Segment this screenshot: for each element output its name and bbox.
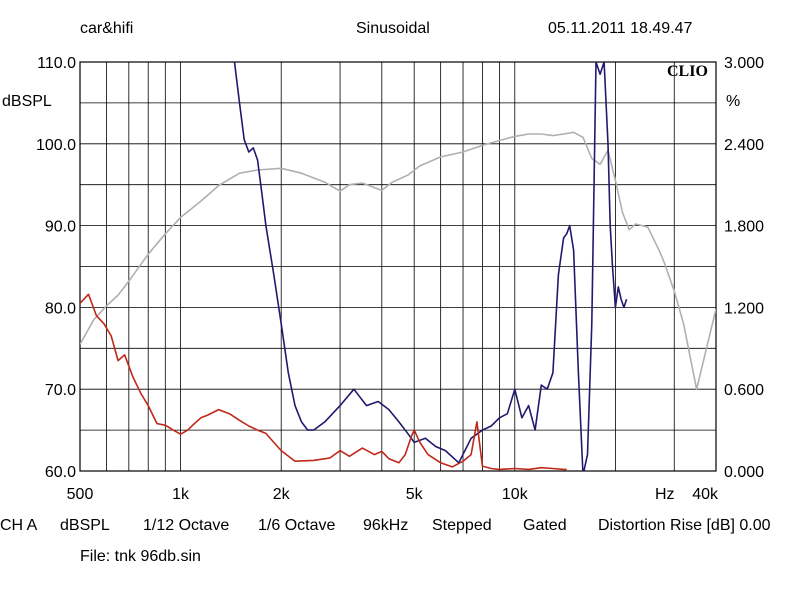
x-tick-label: 1k (172, 486, 190, 503)
y2-tick-label: 0.000 (724, 464, 764, 481)
y-tick-label: 110.0 (37, 55, 76, 72)
footer-gating: Gated (523, 517, 567, 534)
footer-smoothing: 1/12 Octave (143, 517, 230, 534)
series-line-2 (233, 62, 628, 471)
tick-labels: 110.0 100.0 90.0 80.0 70.0 60.0 3.000 2.400 1.80… (36, 55, 764, 503)
series-line-1 (80, 131, 716, 391)
y-tick-label: 80.0 (45, 300, 76, 317)
footer-distortion: Distortion Rise [dB] 0.00 (598, 517, 771, 534)
y2-axis-label: % (726, 93, 741, 110)
header-left: car&hifi (80, 20, 134, 37)
header-title: Sinusoidal (356, 20, 430, 37)
y-axis-label: dBSPL (2, 93, 52, 110)
footer-unit: dBSPL (60, 517, 110, 534)
y2-tick-label: 1.200 (724, 300, 764, 317)
y-tick-label: 60.0 (45, 464, 76, 481)
footer-rate: 96kHz (363, 517, 409, 534)
y-tick-label: 100.0 (36, 137, 76, 154)
footer-channel: CH A (0, 517, 38, 534)
footer-resolution: 1/6 Octave (258, 517, 336, 534)
x-tick-label: 5k (406, 486, 424, 503)
y2-tick-label: 3.000 (724, 55, 764, 72)
series-layer (80, 62, 716, 471)
y2-tick-label: 0.600 (724, 382, 764, 399)
x-tick-label: 500 (67, 486, 94, 503)
y2-tick-label: 1.800 (724, 219, 764, 236)
header-timestamp: 05.11.2011 18.49.47 (548, 20, 693, 37)
clio-logo: CLIO (667, 63, 708, 80)
x-tick-label: 2k (273, 486, 291, 503)
x-tick-label: 40k (692, 486, 719, 503)
footer-file: File: tnk 96db.sin (80, 548, 201, 565)
footer-mode: Stepped (432, 517, 492, 534)
plot-frame (79, 61, 717, 472)
x-axis-unit: Hz (655, 486, 675, 503)
x-tick-label: 10k (502, 486, 529, 503)
y2-tick-label: 2.400 (724, 137, 764, 154)
y-tick-label: 70.0 (45, 382, 76, 399)
series-line-3 (80, 293, 567, 471)
y-tick-label: 90.0 (45, 219, 76, 236)
grid (79, 61, 717, 472)
